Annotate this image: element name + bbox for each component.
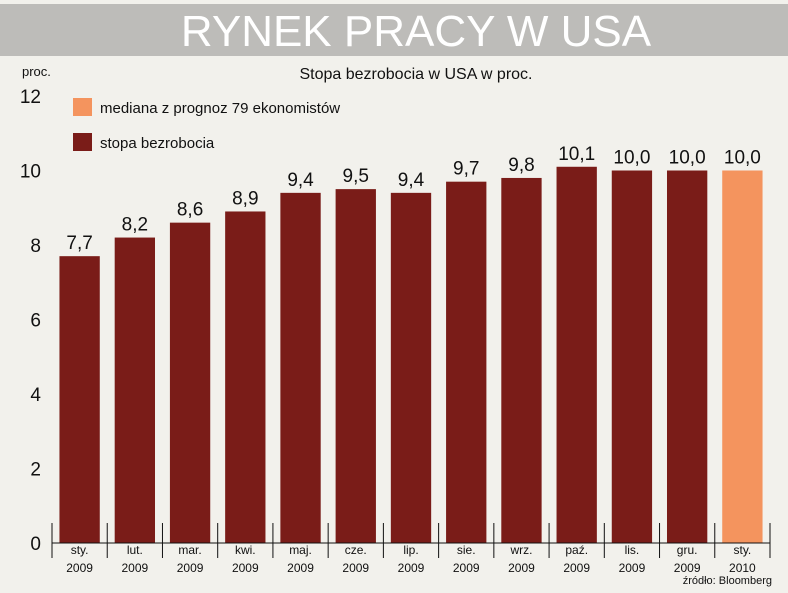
bar-value-label: 9,7 xyxy=(453,159,479,180)
x-tick-label-month: sty. xyxy=(71,543,89,557)
legend: mediana z prognoz 79 ekonomistów stopa be… xyxy=(73,98,340,152)
x-tick-label-month: lip. xyxy=(403,543,418,557)
y-tick-label: 10 xyxy=(20,162,41,183)
bar xyxy=(280,192,321,543)
bar-value-label: 9,4 xyxy=(398,170,425,191)
bars: 7,7 8,2 8,6 8,9 9,4 9,5 9,4 9,7 9,8 10,1 10,0 10,0 1… xyxy=(59,144,763,544)
source-note: źródło: Bloomberg xyxy=(683,575,772,587)
x-tick-label-year: 2009 xyxy=(121,561,148,575)
legend-swatch xyxy=(73,98,92,116)
bar xyxy=(335,189,376,543)
bar xyxy=(501,177,542,543)
x-tick-label-month: lis. xyxy=(625,543,640,557)
y-tick-label: 0 xyxy=(30,534,41,555)
x-tick-label-year: 2009 xyxy=(177,561,204,575)
x-tick-label-year: 2009 xyxy=(66,561,93,575)
bar xyxy=(225,211,266,543)
y-tick-label: 6 xyxy=(30,311,41,332)
bar xyxy=(59,256,100,543)
x-tick-label-month: wrz. xyxy=(509,543,532,557)
bar-value-label: 7,7 xyxy=(66,233,92,254)
bar xyxy=(722,170,763,543)
bar-value-label: 8,9 xyxy=(232,188,258,209)
y-tick-label: 8 xyxy=(30,236,41,257)
bar xyxy=(169,222,211,543)
x-tick-label-month: gru. xyxy=(677,543,698,557)
bar xyxy=(611,170,653,543)
chart-title: Stopa bezrobocia w USA w proc. xyxy=(299,66,532,83)
bar xyxy=(556,166,597,543)
x-tick-label-month: sie. xyxy=(457,543,476,557)
bar-value-label: 10,1 xyxy=(558,144,595,165)
x-tick-label-month: paź. xyxy=(565,543,588,557)
x-axis: sty. 2009 lut. 2009 mar. 2009 kwi. 2009 maj. 2009… xyxy=(51,523,771,575)
legend-swatch xyxy=(73,133,92,151)
x-tick-label-year: 2009 xyxy=(674,561,701,575)
x-tick-label-year: 2009 xyxy=(619,561,646,575)
x-tick-label-month: cze. xyxy=(345,543,367,557)
banner-title: RYNEK PRACY W USA xyxy=(181,7,652,56)
bar-value-label: 8,6 xyxy=(177,200,203,221)
bar-value-label: 8,2 xyxy=(122,215,148,236)
bar xyxy=(446,181,487,544)
x-tick-label-year: 2009 xyxy=(508,561,535,575)
bar-value-label: 9,8 xyxy=(508,155,534,176)
bar-value-label: 10,0 xyxy=(724,148,761,169)
y-tick-label: 12 xyxy=(20,87,41,108)
x-tick-label-month: mar. xyxy=(178,543,201,557)
x-tick-label-year: 2010 xyxy=(729,561,756,575)
y-axis-ticks: 0 2 4 6 8 10 12 xyxy=(20,87,42,555)
x-tick-label-month: maj. xyxy=(289,543,312,557)
bar xyxy=(114,237,156,544)
x-tick-label-month: sty. xyxy=(733,543,751,557)
bar-value-label: 9,5 xyxy=(343,166,369,187)
legend-label: mediana z prognoz 79 ekonomistów xyxy=(100,100,340,117)
x-tick-label-month: lut. xyxy=(127,543,143,557)
bar-value-label: 10,0 xyxy=(669,148,706,169)
y-axis-unit: proc. xyxy=(22,64,51,79)
bar-value-label: 9,4 xyxy=(287,170,314,191)
y-tick-label: 2 xyxy=(30,460,41,481)
bar xyxy=(390,192,432,543)
x-tick-label-year: 2009 xyxy=(453,561,480,575)
legend-label: stopa bezrobocia xyxy=(100,135,215,152)
y-tick-label: 4 xyxy=(30,385,41,406)
title-banner xyxy=(0,4,788,56)
x-tick-label-month: kwi. xyxy=(235,543,256,557)
x-tick-label-year: 2009 xyxy=(287,561,314,575)
x-tick-label-year: 2009 xyxy=(342,561,369,575)
x-tick-label-year: 2009 xyxy=(563,561,590,575)
x-tick-label-year: 2009 xyxy=(232,561,259,575)
bar-value-label: 10,0 xyxy=(613,148,650,169)
x-tick-label-year: 2009 xyxy=(398,561,425,575)
bar xyxy=(666,170,708,543)
